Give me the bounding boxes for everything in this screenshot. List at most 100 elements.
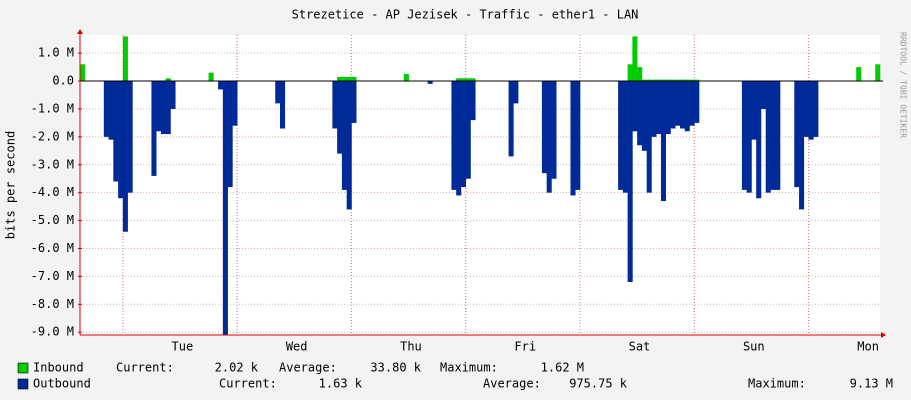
area-step (351, 81, 357, 123)
area-step (670, 79, 676, 82)
axes: 1.0 M 0.0 -1.0 M -2.0 M -3.0 M -4.0 M -5.0 M -6… (31, 29, 886, 354)
y-axis-label: bits per second (4, 131, 18, 239)
legend-swatch (17, 378, 29, 390)
area-step (641, 81, 647, 151)
area-step (346, 81, 352, 210)
area-step (460, 78, 467, 82)
stat-label: Average: (279, 361, 337, 375)
area-step (337, 76, 343, 82)
x-tick-label: Fri (514, 340, 536, 354)
area-step (346, 76, 352, 82)
area-step (456, 81, 462, 196)
area-step (875, 64, 881, 82)
area-step (127, 81, 133, 193)
area-step (656, 79, 662, 82)
y-tick-label: -1.0 M (31, 101, 74, 115)
area-step (113, 81, 119, 182)
area-step (622, 81, 628, 193)
area-step (660, 79, 667, 82)
area-step (122, 36, 128, 82)
area-step (694, 79, 700, 82)
area-step (808, 81, 814, 140)
area-step (341, 76, 347, 82)
y-tick-label: 0.0 (52, 74, 74, 88)
x-tick-label: Thu (400, 340, 422, 354)
area-step (451, 81, 457, 190)
area-step (751, 81, 757, 140)
area-step (222, 81, 228, 335)
area-step (332, 81, 338, 129)
area-step (165, 81, 171, 135)
x-tick-label: Tue (172, 340, 194, 354)
area-step (675, 81, 681, 126)
area-step (660, 81, 667, 202)
y-tick-label: -2.0 M (31, 129, 74, 143)
area-step (618, 81, 624, 190)
area-step (680, 79, 686, 82)
area-step (856, 67, 862, 82)
area-step (341, 81, 347, 190)
area-step (551, 81, 557, 179)
area-step (541, 81, 547, 174)
watermark: RRDTOOL / TOBI OETIKER (899, 32, 908, 138)
area-step (232, 81, 238, 126)
area-step (351, 76, 357, 82)
area-step (465, 78, 471, 82)
y-tick-label: 1.0 M (38, 46, 74, 60)
area-step (632, 36, 638, 82)
area-step (670, 81, 676, 129)
area-step (684, 79, 690, 82)
stat-label: Maximum: (440, 361, 498, 375)
area-step (118, 81, 124, 199)
area-step (470, 81, 476, 121)
area-step (651, 81, 657, 137)
stat-label: Current: (219, 377, 277, 391)
area-step (465, 81, 471, 179)
area-step (208, 72, 214, 82)
y-tick-label: -6.0 M (31, 241, 74, 255)
legend: Inbound Current: 2.02 k Average: 33.80 k Maxi… (17, 361, 893, 391)
chart-title: Strezetice - AP Jezisek - Traffic - ethe… (292, 8, 639, 22)
area-step (637, 81, 643, 146)
area-step (456, 78, 462, 82)
stat-value: 9.13 M (850, 377, 893, 391)
area-step (280, 81, 286, 129)
legend-swatch (17, 362, 29, 374)
area-step (337, 81, 343, 154)
area-step (680, 81, 686, 129)
area-step (427, 81, 433, 84)
y-tick-label: -7.0 M (31, 269, 74, 283)
area-step (665, 81, 671, 135)
y-arrow (77, 29, 83, 34)
area-step (160, 81, 167, 135)
area-step (646, 81, 652, 193)
area-step (170, 81, 176, 109)
stat-label: Average: (483, 377, 541, 391)
area-step (470, 78, 476, 82)
area-step (637, 67, 643, 82)
area-step (627, 81, 633, 282)
area-step (799, 81, 805, 210)
area-step (108, 81, 114, 140)
area-step (156, 81, 162, 132)
y-tick-label: -4.0 M (31, 185, 74, 199)
y-tick-label: -8.0 M (31, 297, 74, 311)
area-step (513, 81, 519, 104)
stat-value: 1.63 k (319, 377, 363, 391)
area-step (646, 79, 652, 82)
area-step (675, 79, 681, 82)
stat-label: Maximum: (748, 377, 806, 391)
marks (80, 36, 881, 335)
area-step (684, 81, 690, 132)
area-step (403, 74, 409, 82)
x-arrow (881, 332, 886, 338)
area-step (218, 81, 224, 90)
stat-value: 975.75 k (569, 377, 628, 391)
stat-value: 33.80 k (370, 361, 421, 375)
legend-label: Outbound (33, 377, 91, 391)
area-step (227, 81, 233, 188)
area-step (641, 79, 647, 82)
area-step (794, 81, 800, 188)
area-step (756, 81, 762, 199)
